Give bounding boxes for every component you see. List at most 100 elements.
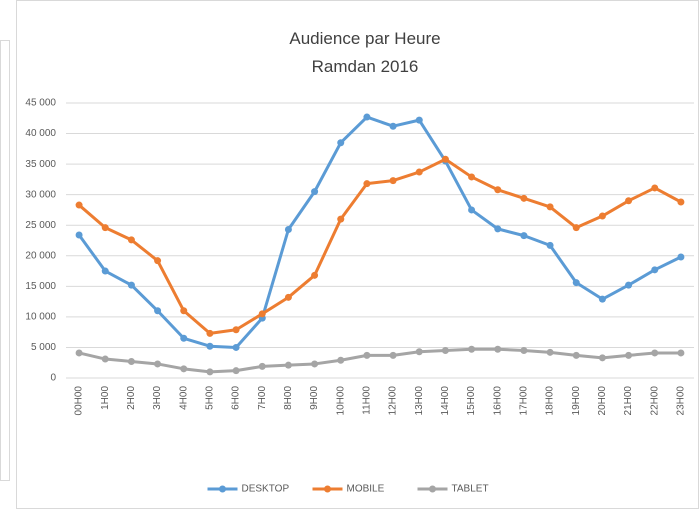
data-point bbox=[154, 360, 162, 368]
x-tick-label: 17H00 bbox=[519, 386, 530, 416]
x-tick-label: 10H00 bbox=[335, 386, 346, 416]
y-tick-label: 45 000 bbox=[25, 98, 56, 109]
x-tick-label: 00H00 bbox=[74, 386, 85, 416]
data-point bbox=[441, 347, 449, 354]
x-tick-label: 7H00 bbox=[257, 386, 268, 410]
legend-marker bbox=[429, 485, 436, 493]
x-tick-label: 15H00 bbox=[466, 386, 477, 416]
data-point bbox=[258, 310, 266, 318]
data-point bbox=[206, 342, 214, 350]
data-point bbox=[363, 180, 371, 188]
y-tick-label: 15 000 bbox=[25, 281, 56, 292]
data-point bbox=[337, 215, 345, 223]
x-tick-label: 20H00 bbox=[597, 386, 608, 416]
data-point bbox=[363, 113, 371, 121]
data-point bbox=[494, 186, 502, 194]
data-point bbox=[598, 212, 606, 220]
legend-label: MOBILE bbox=[347, 484, 385, 495]
x-tick-label: 8H00 bbox=[283, 386, 294, 410]
data-point bbox=[75, 231, 83, 239]
data-point bbox=[598, 295, 606, 303]
x-tick-label: 5H00 bbox=[205, 386, 216, 410]
data-point bbox=[180, 334, 188, 342]
data-point bbox=[494, 345, 502, 353]
data-point bbox=[232, 367, 240, 375]
data-point bbox=[415, 168, 423, 176]
data-point bbox=[572, 279, 580, 287]
data-point bbox=[677, 198, 685, 206]
data-point bbox=[625, 351, 633, 359]
data-point bbox=[101, 355, 109, 363]
data-point bbox=[651, 184, 659, 192]
data-point bbox=[75, 201, 83, 209]
x-tick-label: 4H00 bbox=[178, 386, 189, 410]
x-tick-label: 12H00 bbox=[388, 386, 399, 416]
data-point bbox=[363, 351, 371, 359]
data-point bbox=[101, 224, 109, 232]
data-point bbox=[468, 206, 476, 214]
data-point bbox=[180, 365, 188, 373]
legend-label: DESKTOP bbox=[242, 484, 290, 495]
data-point bbox=[677, 253, 685, 261]
data-point bbox=[284, 361, 292, 369]
chart-title: Audience par Heure bbox=[289, 29, 440, 48]
y-tick-label: 5 000 bbox=[31, 342, 56, 353]
data-point bbox=[311, 271, 319, 279]
data-point bbox=[311, 360, 319, 368]
side-panel-edge bbox=[0, 40, 10, 481]
data-point bbox=[389, 122, 397, 130]
data-point bbox=[311, 188, 319, 196]
y-tick-label: 25 000 bbox=[25, 220, 56, 231]
data-point bbox=[232, 326, 240, 334]
data-point bbox=[546, 203, 554, 211]
data-point bbox=[232, 343, 240, 351]
x-tick-label: 21H00 bbox=[623, 386, 634, 416]
series-line bbox=[78, 157, 682, 335]
data-point bbox=[127, 236, 135, 244]
data-point bbox=[520, 232, 528, 240]
data-point bbox=[651, 349, 659, 357]
data-point bbox=[154, 257, 162, 265]
data-point bbox=[337, 139, 345, 147]
data-point bbox=[441, 155, 449, 163]
data-point bbox=[284, 226, 292, 233]
y-tick-label: 0 bbox=[50, 373, 56, 384]
x-tick-label: 19H00 bbox=[571, 386, 582, 416]
data-point bbox=[572, 351, 580, 359]
y-tick-label: 10 000 bbox=[25, 312, 56, 323]
data-point bbox=[598, 354, 606, 362]
legend-marker bbox=[219, 485, 226, 493]
data-point bbox=[389, 177, 397, 185]
data-point bbox=[127, 358, 135, 365]
x-tick-label: 6H00 bbox=[231, 386, 242, 410]
data-point bbox=[520, 194, 528, 202]
data-point bbox=[415, 348, 423, 356]
data-point bbox=[625, 281, 633, 289]
x-tick-label: 13H00 bbox=[414, 386, 425, 416]
data-point bbox=[468, 345, 476, 353]
data-point bbox=[389, 351, 397, 359]
y-tick-label: 40 000 bbox=[25, 128, 56, 139]
series-line bbox=[77, 115, 682, 349]
data-point bbox=[572, 224, 580, 232]
data-point bbox=[258, 362, 266, 370]
legend-label: TABLET bbox=[452, 484, 489, 495]
data-point bbox=[520, 347, 528, 354]
x-tick-label: 9H00 bbox=[309, 386, 320, 410]
data-point bbox=[154, 307, 162, 315]
x-tick-label: 23H00 bbox=[676, 386, 687, 416]
data-point bbox=[494, 225, 502, 233]
x-tick-label: 18H00 bbox=[545, 386, 556, 416]
x-tick-label: 3H00 bbox=[152, 386, 163, 410]
legend-marker bbox=[324, 485, 331, 493]
x-tick-label: 14H00 bbox=[440, 386, 451, 416]
series-line bbox=[78, 347, 681, 374]
data-point bbox=[546, 241, 554, 249]
chart-subtitle: Ramdan 2016 bbox=[312, 57, 419, 76]
data-point bbox=[206, 368, 214, 376]
x-tick-label: 1H00 bbox=[100, 386, 111, 410]
y-tick-label: 35 000 bbox=[25, 159, 56, 170]
data-point bbox=[127, 281, 135, 289]
